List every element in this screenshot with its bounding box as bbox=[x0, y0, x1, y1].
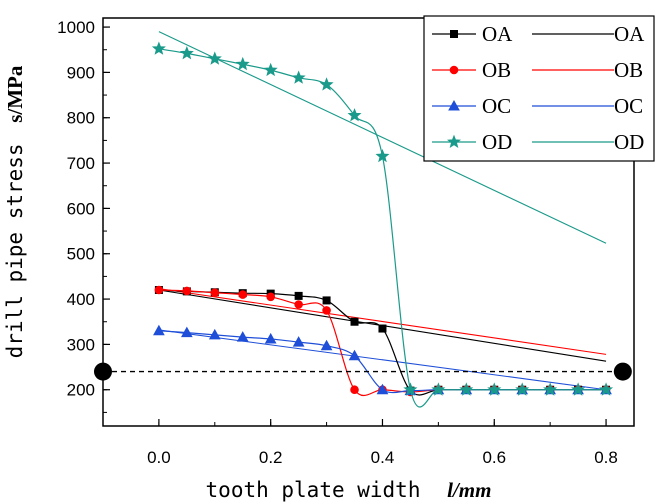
data-point-ob bbox=[182, 286, 192, 296]
data-point-od bbox=[179, 45, 194, 60]
data-point-od bbox=[487, 382, 502, 396]
data-point-oa bbox=[378, 324, 387, 333]
reference-endpoint-right bbox=[613, 362, 632, 381]
data-point-oc bbox=[376, 383, 389, 395]
data-point-oc bbox=[153, 324, 165, 336]
legend-swatch-marker bbox=[448, 99, 460, 111]
series-line-ob bbox=[158, 289, 607, 397]
x-tick-label: 0.2 bbox=[259, 448, 283, 467]
legend-fit-label: OD bbox=[614, 130, 644, 154]
series-line-oc bbox=[158, 330, 607, 394]
y-tick-label: 400 bbox=[67, 290, 95, 309]
legend-swatch-marker bbox=[446, 134, 462, 148]
data-point-oc bbox=[236, 331, 249, 342]
legend-label: OD bbox=[482, 130, 512, 154]
data-point-ob bbox=[322, 306, 331, 315]
x-axis: 0.0 0.2 0.4 0.6 0.8 bbox=[102, 419, 618, 467]
legend-swatch-marker bbox=[450, 30, 458, 38]
fit-line-ob bbox=[158, 288, 607, 355]
data-point-ob bbox=[154, 285, 164, 295]
legend-entry-oa: OA OA bbox=[432, 22, 645, 46]
data-point-oa bbox=[294, 291, 303, 300]
fit-line-oc bbox=[158, 329, 607, 391]
y-tick-label: 200 bbox=[67, 381, 95, 400]
data-point-od bbox=[235, 56, 250, 71]
data-point-od bbox=[375, 148, 390, 163]
data-point-oc bbox=[180, 326, 193, 338]
y-tick-label: 700 bbox=[67, 154, 95, 173]
legend: OA OA OB OB OC OC OD OD bbox=[423, 15, 655, 162]
series-ob bbox=[154, 285, 611, 397]
legend-entry-oc: OC OC bbox=[432, 94, 643, 118]
data-point-oa bbox=[350, 317, 359, 326]
legend-fit-label: OB bbox=[614, 58, 643, 82]
data-point-od bbox=[319, 77, 334, 91]
data-point-oc bbox=[292, 336, 305, 347]
y-axis: 200 300 400 500 600 700 800 900 1000 bbox=[57, 18, 110, 413]
data-series bbox=[151, 41, 614, 408]
legend-entry-od: OD OD bbox=[432, 130, 644, 154]
y-tick-label: 900 bbox=[67, 63, 95, 82]
data-point-od bbox=[571, 382, 586, 396]
legend-label: OA bbox=[482, 22, 513, 46]
legend-entry-ob: OB OB bbox=[432, 58, 643, 82]
series-line-oa bbox=[158, 289, 607, 396]
data-point-od bbox=[515, 382, 530, 396]
y-tick-label: 500 bbox=[67, 245, 95, 264]
data-point-ob bbox=[210, 288, 220, 298]
x-tick-label: 0.0 bbox=[147, 448, 171, 467]
plot-frame bbox=[102, 17, 635, 427]
fit-line-od bbox=[158, 31, 607, 244]
y-axis-label: drill pipe stress s/MPa bbox=[3, 65, 27, 358]
data-point-ob bbox=[294, 300, 303, 309]
data-point-od bbox=[263, 62, 278, 77]
data-point-od bbox=[599, 382, 614, 396]
data-point-od bbox=[459, 382, 474, 396]
data-point-od bbox=[207, 51, 222, 65]
data-point-ob bbox=[266, 292, 275, 302]
data-point-od bbox=[347, 108, 362, 122]
y-axis-unit: s/MPa bbox=[3, 65, 27, 123]
data-point-oc bbox=[320, 339, 333, 351]
y-tick-label: 300 bbox=[67, 335, 95, 354]
y-tick-label: 800 bbox=[67, 109, 95, 128]
data-point-oc bbox=[208, 328, 221, 340]
x-tick-label: 0.8 bbox=[594, 448, 618, 467]
x-axis-label-text: tooth plate width bbox=[206, 478, 421, 502]
y-axis-label-text: drill pipe stress bbox=[3, 143, 27, 358]
x-axis-label: tooth plate width l/mm bbox=[206, 478, 492, 502]
data-point-oc bbox=[348, 349, 361, 361]
data-point-od bbox=[543, 382, 558, 396]
data-point-ob bbox=[350, 385, 359, 395]
x-tick-label: 0.4 bbox=[371, 448, 395, 467]
data-point-ob bbox=[238, 290, 248, 299]
legend-label: OC bbox=[482, 94, 511, 118]
series-od bbox=[151, 41, 614, 408]
legend-box bbox=[423, 15, 655, 162]
legend-label: OB bbox=[482, 58, 511, 82]
data-point-od bbox=[151, 41, 166, 55]
data-point-oa bbox=[322, 296, 331, 305]
legend-swatch-marker bbox=[449, 65, 459, 75]
y-tick-label: 1000 bbox=[57, 18, 95, 37]
data-point-od bbox=[403, 382, 418, 396]
y-tick-label: 600 bbox=[67, 199, 95, 218]
x-tick-label: 0.6 bbox=[482, 448, 506, 467]
data-point-od bbox=[431, 382, 446, 396]
data-point-od bbox=[291, 70, 306, 84]
legend-fit-label: OC bbox=[614, 94, 643, 118]
legend-fit-label: OA bbox=[614, 22, 645, 46]
series-oa bbox=[154, 286, 611, 396]
data-point-oc bbox=[264, 332, 277, 344]
x-axis-unit: l/mm bbox=[447, 478, 491, 502]
